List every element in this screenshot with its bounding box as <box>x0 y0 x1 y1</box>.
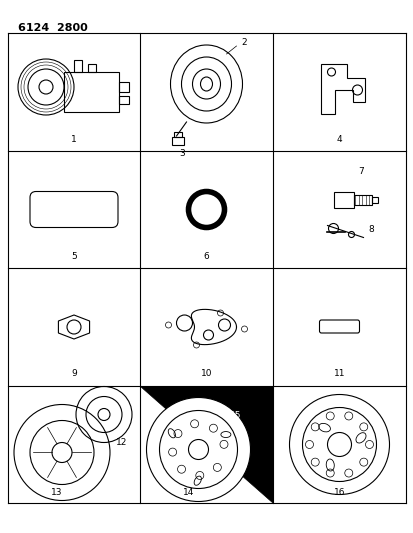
Polygon shape <box>140 386 272 503</box>
Text: 6124  2800: 6124 2800 <box>18 23 88 33</box>
Text: 8: 8 <box>368 225 373 234</box>
Bar <box>119 96 129 104</box>
Text: 9: 9 <box>71 369 77 378</box>
Text: 13: 13 <box>51 489 63 497</box>
Bar <box>372 197 377 203</box>
Text: 11: 11 <box>333 369 344 378</box>
Text: 12: 12 <box>116 438 127 447</box>
Bar <box>74 60 82 72</box>
Text: 1: 1 <box>71 134 77 143</box>
Text: 4: 4 <box>336 134 342 143</box>
Bar <box>88 64 96 72</box>
Text: 5: 5 <box>71 252 77 261</box>
Text: 7: 7 <box>358 167 363 176</box>
Bar <box>354 195 372 205</box>
Text: 16: 16 <box>333 489 344 497</box>
Text: 6: 6 <box>203 252 209 261</box>
Text: 10: 10 <box>200 369 212 378</box>
Bar <box>64 72 119 112</box>
Text: 3: 3 <box>179 149 185 157</box>
Circle shape <box>146 398 250 502</box>
Bar <box>172 137 184 145</box>
Text: 14: 14 <box>183 489 194 497</box>
Text: 15: 15 <box>230 411 241 420</box>
Text: 2: 2 <box>241 37 247 46</box>
Bar <box>119 82 129 92</box>
Bar <box>334 191 354 207</box>
Bar <box>174 132 182 137</box>
